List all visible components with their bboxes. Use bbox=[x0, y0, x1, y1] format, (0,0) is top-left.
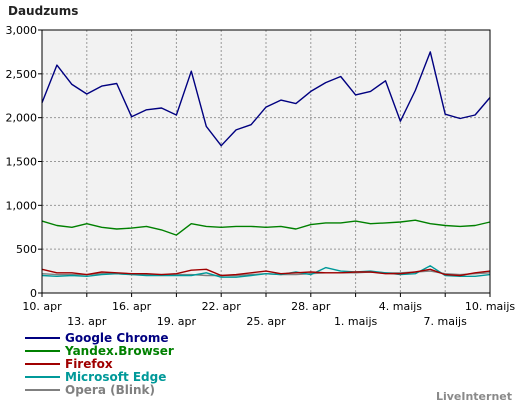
y-tick-label: 3,000 bbox=[6, 24, 38, 37]
y-tick-label: 2,000 bbox=[6, 112, 38, 125]
legend-label: Firefox bbox=[65, 357, 113, 371]
y-tick-label: 500 bbox=[16, 243, 37, 256]
grid-lines bbox=[42, 30, 490, 293]
legend-label: Google Chrome bbox=[65, 331, 169, 345]
y-tick-label: 1,000 bbox=[6, 199, 38, 212]
y-tick-label: 2,500 bbox=[6, 68, 38, 81]
x-tick-label: 13. apr bbox=[67, 315, 107, 328]
x-tick-label: 4. maijs bbox=[379, 300, 423, 313]
x-tick-label: 10. maijs bbox=[465, 300, 516, 313]
series-line-microsoft-edge bbox=[41, 265, 491, 278]
x-tick-label: 28. apr bbox=[291, 300, 331, 313]
x-tick-label: 25. apr bbox=[246, 315, 286, 328]
x-tick-label: 7. maijs bbox=[424, 315, 468, 328]
legend: Google ChromeYandex.BrowserFirefoxMicros… bbox=[25, 331, 174, 397]
legend-label: Opera (Blink) bbox=[65, 383, 155, 397]
series-line-firefox bbox=[41, 268, 491, 277]
footer-brand: LiveInternet bbox=[436, 390, 512, 403]
y-tick-label: 1,500 bbox=[6, 156, 38, 169]
x-tick-label: 22. apr bbox=[202, 300, 242, 313]
x-tick-label: 1. maijs bbox=[334, 315, 378, 328]
x-tick-label: 19. apr bbox=[157, 315, 197, 328]
x-tick-label: 10. apr bbox=[22, 300, 62, 313]
axes: 0 500 1,000 1,500 2,000 2,500 3,000 10. apr 13. … bbox=[6, 24, 516, 328]
legend-label: Microsoft Edge bbox=[65, 370, 166, 384]
x-tick-label: 16. apr bbox=[112, 300, 152, 313]
legend-label: Yandex.Browser bbox=[64, 344, 174, 358]
chart-title: Daudzums bbox=[8, 4, 78, 18]
y-tick-label: 0 bbox=[30, 287, 37, 300]
series-line-google-chrome bbox=[41, 51, 491, 147]
plot-border bbox=[41, 29, 491, 294]
series-line-yandex-browser bbox=[41, 219, 491, 236]
series-lines bbox=[41, 51, 491, 278]
